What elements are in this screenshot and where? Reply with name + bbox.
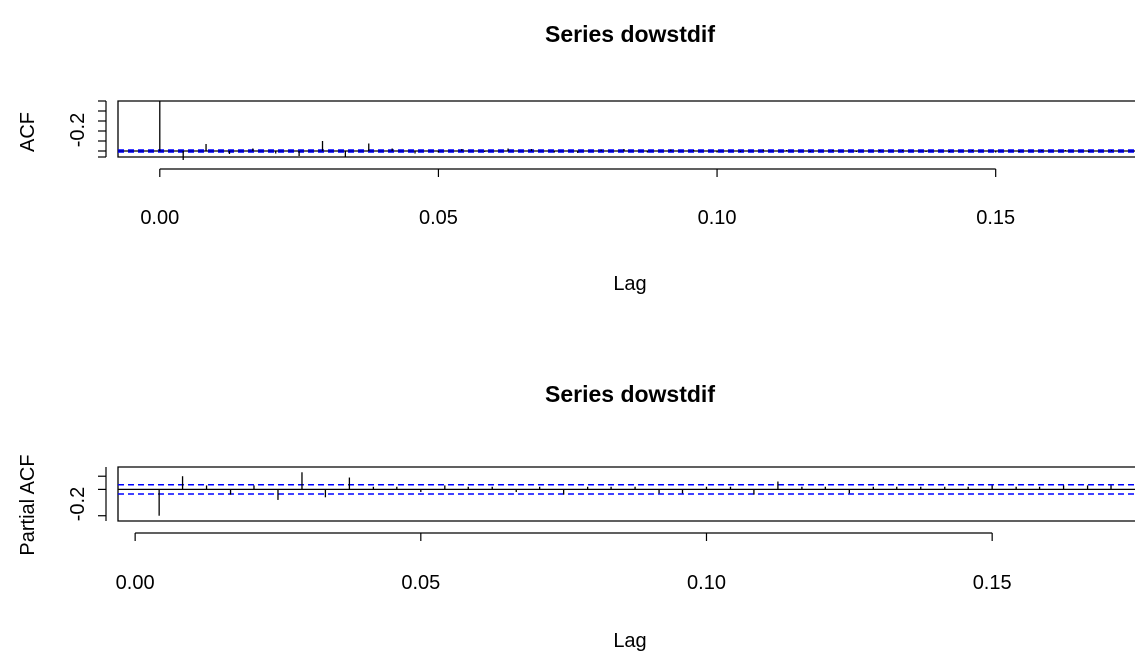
y-axis-label: Partial ACF [17, 454, 39, 555]
pacf-y-axis: -0.2 [67, 467, 107, 521]
acf-panel: Series dowstdif 0.00 0.05 0.10 0.15 -0.2 La… [17, 21, 1135, 295]
chart-title: Series dowstdif [545, 21, 715, 47]
pacf-panel: Series dowstdif 0.00 0.05 0.10 0.15 -0.2 La… [17, 381, 1135, 652]
plot-frame [117, 100, 1135, 158]
chart-title: Series dowstdif [545, 381, 715, 407]
x-axis-label: Lag [613, 630, 646, 652]
x-tick-label: 0.15 [976, 207, 1015, 229]
x-tick-label: 0.15 [973, 572, 1012, 594]
x-tick-label: 0.00 [140, 207, 179, 229]
x-tick-label: 0.10 [698, 207, 737, 229]
pacf-plot-area [117, 466, 1135, 522]
y-tick-label: -0.2 [67, 487, 89, 521]
y-axis-label: ACF [17, 112, 39, 152]
x-tick-label: 0.10 [687, 572, 726, 594]
x-tick-label: 0.05 [419, 207, 458, 229]
pacf-x-axis: 0.00 0.05 0.10 0.15 [116, 532, 1012, 594]
x-tick-label: 0.00 [116, 572, 155, 594]
acf-y-axis: -0.2 [67, 100, 107, 158]
acf-plot-area [117, 100, 1135, 160]
acf-x-axis: 0.00 0.05 0.10 0.15 [140, 168, 1015, 229]
x-tick-label: 0.05 [401, 572, 440, 594]
y-tick-label: -0.2 [67, 113, 89, 147]
x-axis-label: Lag [613, 273, 646, 295]
